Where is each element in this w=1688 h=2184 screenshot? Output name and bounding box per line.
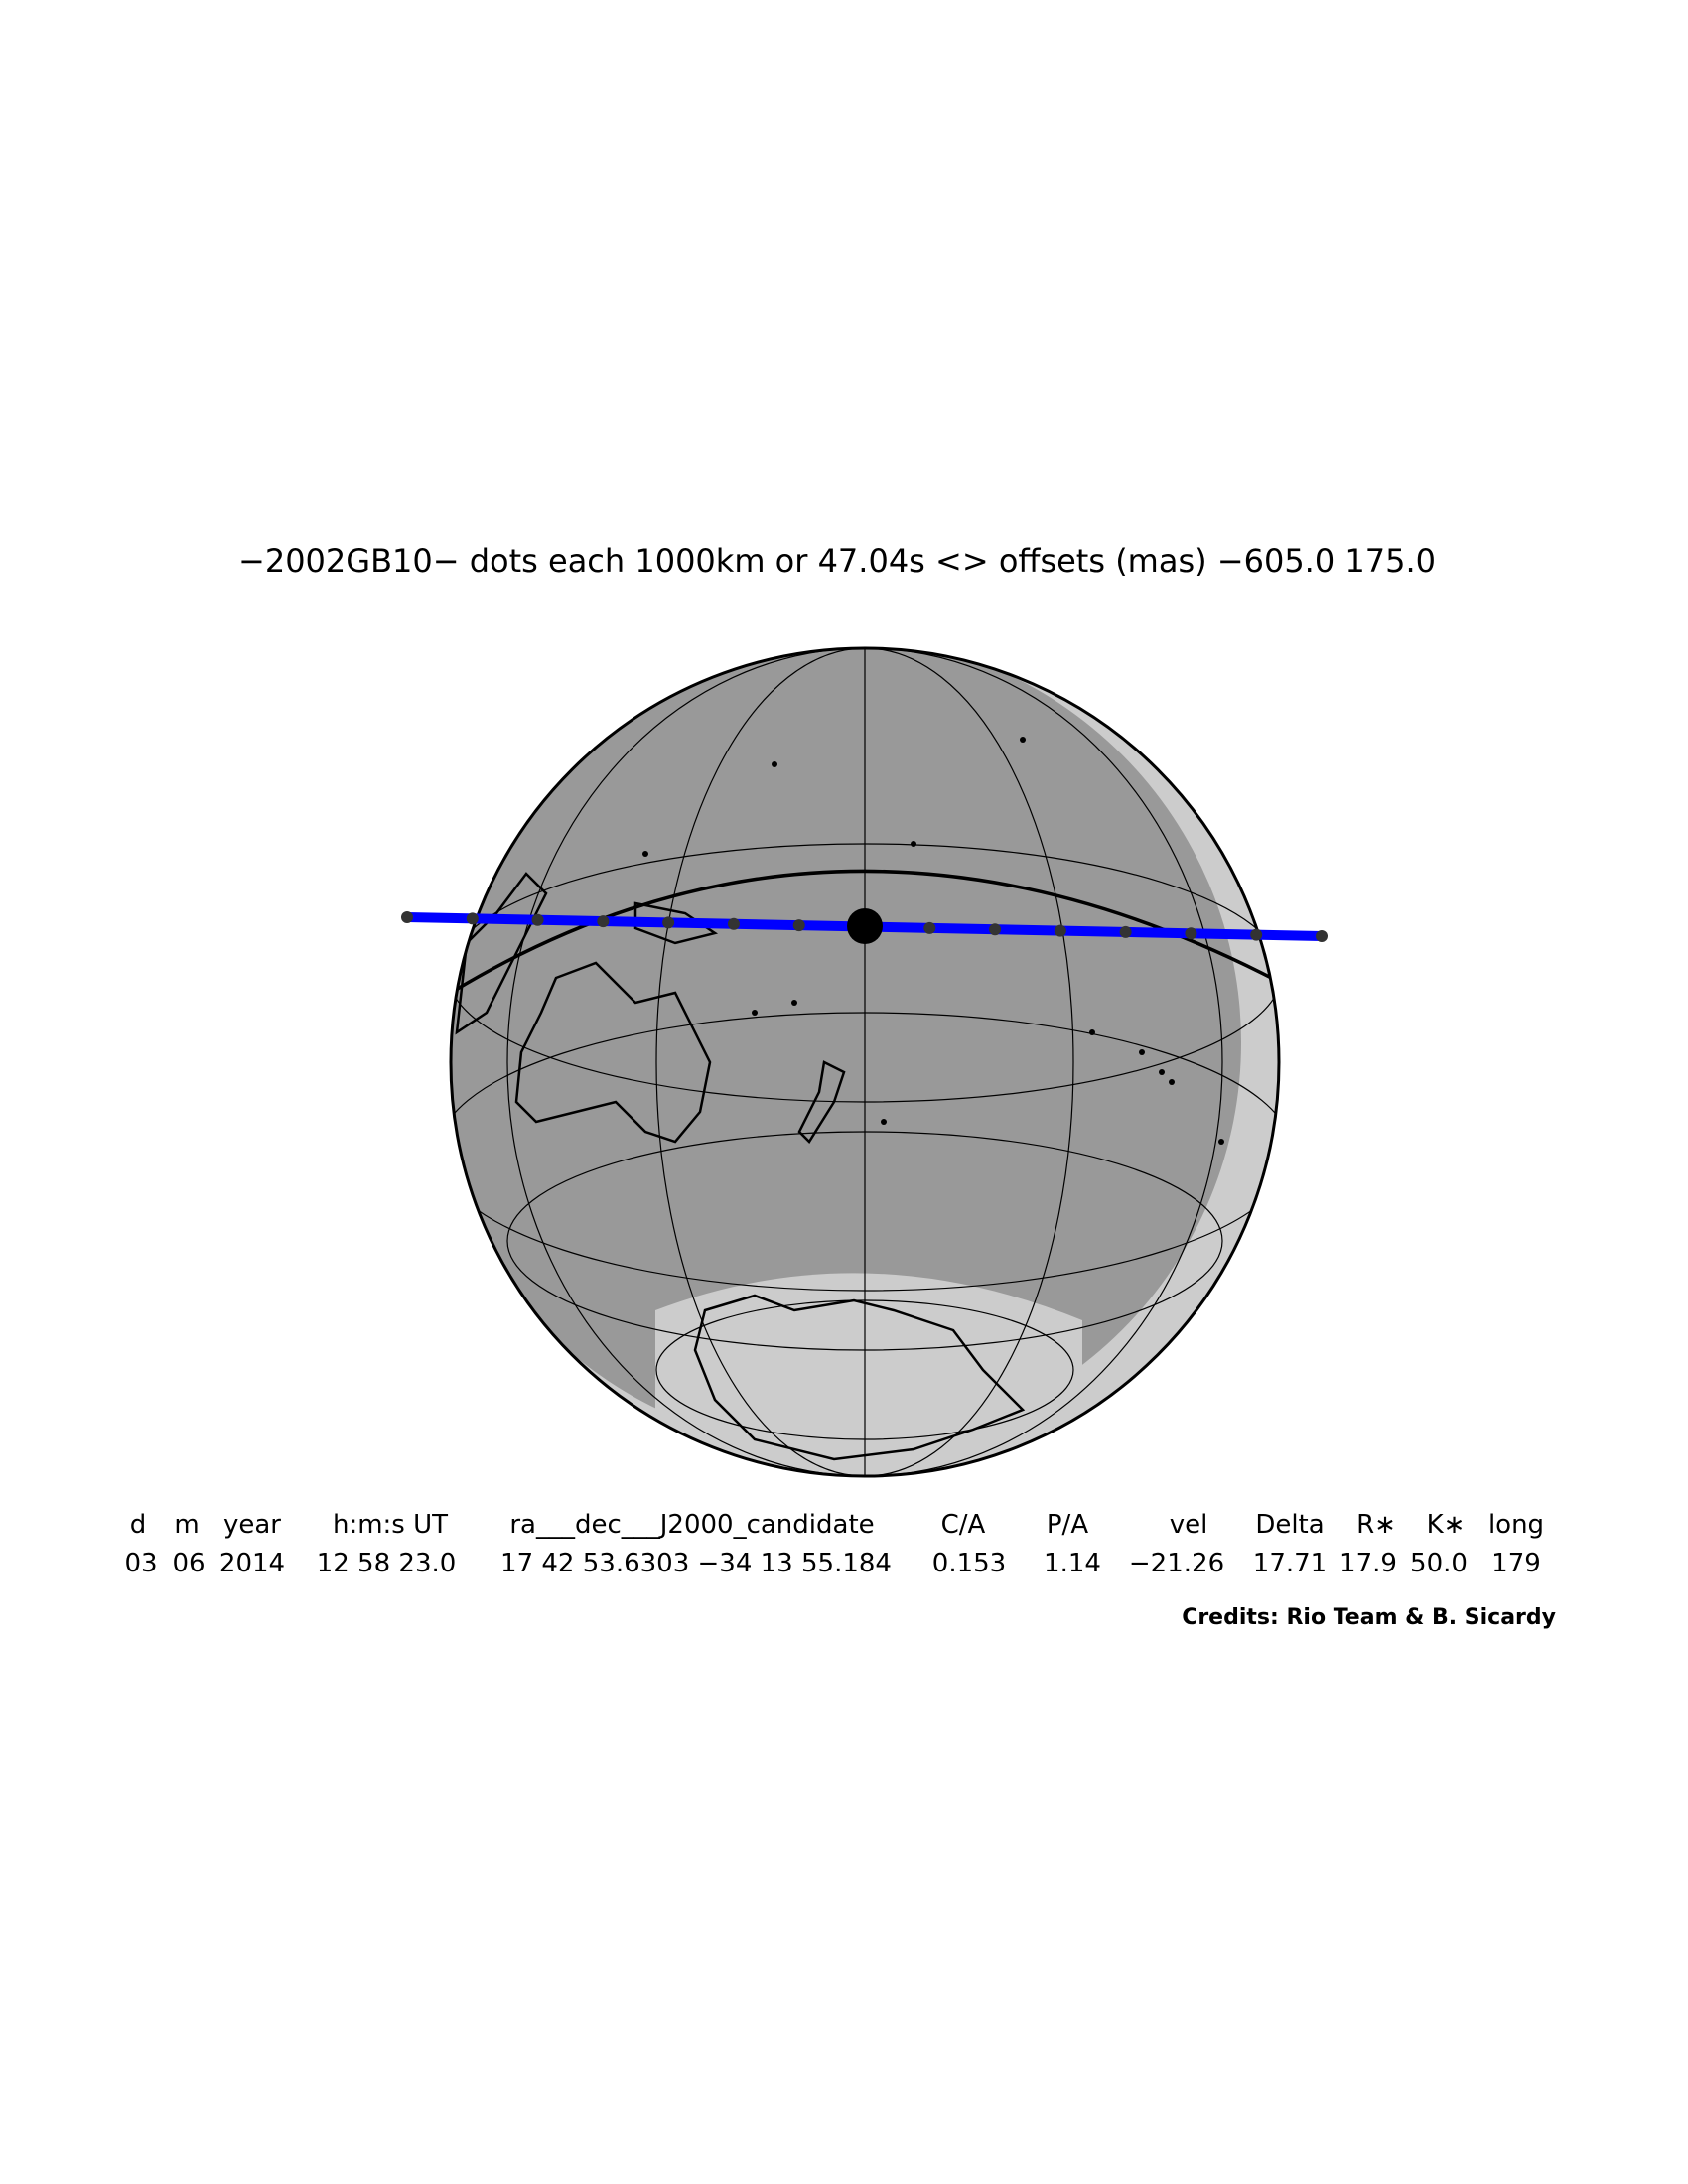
path-dot	[466, 912, 479, 925]
path-dot	[989, 923, 1002, 936]
column-value: 03	[124, 1549, 157, 1578]
path-dot	[662, 916, 675, 929]
path-dot	[1119, 925, 1132, 938]
map-title: −2002GB10− dots each 1000km or 47.04s <>…	[238, 542, 1436, 580]
column-value: 12 58 23.0	[317, 1549, 457, 1578]
column-header: vel	[1170, 1510, 1208, 1540]
path-dot	[923, 921, 936, 934]
globe-outline	[449, 646, 1281, 1478]
column-value: 17.71	[1253, 1549, 1327, 1578]
parameter-table: d m year h:m:s UT ra___dec___J2000_candidate…	[124, 1510, 1544, 1578]
path-dot	[727, 917, 740, 930]
path-dot	[1054, 924, 1066, 937]
column-value: 0.153	[932, 1549, 1006, 1578]
column-value: −21.26	[1129, 1549, 1224, 1578]
path-dot	[1316, 930, 1328, 942]
column-header: ra___dec___J2000_candidate	[509, 1510, 874, 1540]
column-value: 2014	[219, 1549, 285, 1578]
column-value: 17.9	[1339, 1549, 1397, 1578]
path-dot	[401, 911, 413, 923]
column-value: 17 42 53.6303 −34 13 55.184	[500, 1549, 892, 1578]
path-dot	[1185, 927, 1197, 940]
column-header: d	[130, 1510, 147, 1540]
path-dot	[792, 919, 805, 932]
column-header: year	[223, 1510, 281, 1540]
column-header: long	[1488, 1510, 1544, 1540]
column-header: R∗	[1356, 1510, 1396, 1540]
column-value: 1.14	[1044, 1549, 1101, 1578]
column-header: K∗	[1427, 1510, 1466, 1540]
column-header: m	[174, 1510, 199, 1540]
column-value: 06	[172, 1549, 205, 1578]
path-dot	[531, 913, 544, 926]
column-header: h:m:s UT	[333, 1510, 448, 1540]
path-dot	[597, 915, 610, 928]
column-header: Delta	[1255, 1510, 1324, 1540]
column-value: 179	[1491, 1549, 1541, 1578]
shadow-path	[401, 908, 1328, 944]
credits: Credits: Rio Team & B. Sicardy	[1182, 1605, 1556, 1630]
column-value: 50.0	[1410, 1549, 1468, 1578]
path-dot	[1250, 928, 1263, 941]
column-header: P/A	[1047, 1510, 1088, 1540]
globe	[451, 648, 1279, 1476]
column-header: C/A	[941, 1510, 986, 1540]
